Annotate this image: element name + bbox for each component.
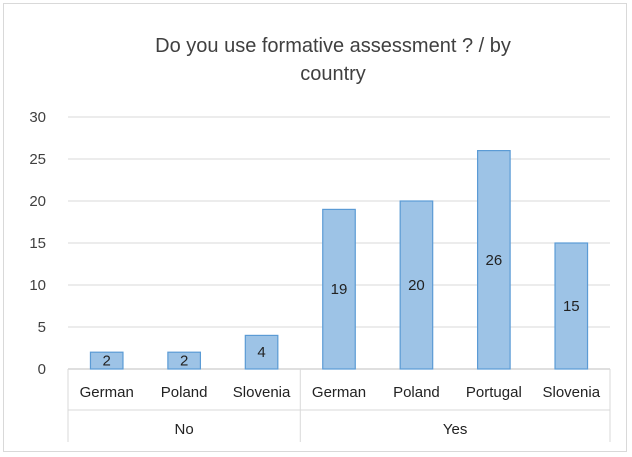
y-tick-label: 10: [29, 277, 46, 294]
x-category-label: Slovenia: [233, 384, 291, 401]
x-group-label: No: [175, 421, 194, 438]
bar: [554, 242, 589, 370]
data-label: 2: [103, 353, 111, 370]
bar-chart: Do you use formative assessment ? / by c…: [29, 35, 611, 442]
data-label: 2: [180, 353, 188, 370]
data-label: 4: [257, 344, 265, 361]
data-label: 26: [486, 252, 503, 269]
data-label: 19: [331, 281, 348, 298]
data-label: 20: [408, 277, 425, 294]
x-category-label: Poland: [161, 384, 208, 401]
x-category-label: Poland: [393, 384, 440, 401]
x-axis-categories: German Poland Slovenia German Poland Portugal…: [67, 369, 611, 442]
bar: [167, 351, 202, 370]
x-category-label: Slovenia: [543, 384, 601, 401]
y-axis-ticks: 0 5 10 15 20 25 30: [29, 109, 46, 378]
bar: [322, 208, 356, 370]
bar: [399, 200, 434, 370]
y-tick-label: 25: [29, 151, 46, 168]
x-category-label: German: [312, 384, 366, 401]
y-tick-label: 5: [38, 319, 46, 336]
x-category-label: German: [80, 384, 134, 401]
chart-title-line-1: Do you use formative assessment ? / by: [155, 35, 511, 57]
x-group-label: Yes: [443, 421, 467, 438]
x-category-label: Portugal: [466, 384, 522, 401]
bar: [476, 150, 511, 370]
y-tick-label: 30: [29, 109, 46, 126]
bar: [244, 334, 279, 370]
chart-area: Do you use formative assessment ? / by c…: [3, 3, 627, 452]
bars: 2 2 4 19 20 26 15: [89, 150, 589, 370]
y-tick-label: 15: [29, 235, 46, 252]
y-tick-label: 20: [29, 193, 46, 210]
bar: [89, 351, 124, 370]
chart-title-line-2: country: [300, 63, 366, 85]
data-label: 15: [563, 298, 580, 315]
y-tick-label: 0: [38, 361, 46, 378]
